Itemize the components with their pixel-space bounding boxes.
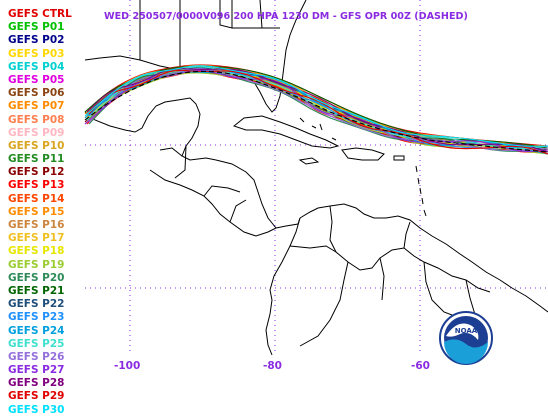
legend-item: GEFS P07 — [8, 100, 65, 113]
legend-item: GEFS CTRL — [8, 8, 72, 20]
lon-label-100w: -100 — [114, 360, 141, 372]
legend-item: GEFS P12 — [8, 166, 65, 179]
legend-item: GEFS P28 — [8, 377, 65, 390]
legend-item: GEFS P10 — [8, 139, 65, 152]
lon-label-80w: -80 — [263, 360, 282, 372]
track-line — [84, 65, 548, 147]
legend-item: GEFS P17 — [8, 232, 65, 245]
map-title: WED 250507/0000V096 200 HPA 1230 DM - GF… — [104, 11, 468, 22]
coastlines — [84, 0, 548, 356]
legend-item: GEFS P26 — [8, 350, 65, 363]
legend-item: GEFS P20 — [8, 271, 65, 284]
legend-item: GEFS P16 — [8, 219, 65, 231]
legend-item: GEFS P19 — [8, 258, 65, 271]
track-line — [86, 68, 548, 153]
legend-item: GEFS P23 — [8, 311, 65, 324]
legend-item: GEFS P25 — [8, 337, 65, 350]
legend-item: GEFS P01 — [8, 21, 65, 34]
legend-item: GEFS P14 — [8, 192, 65, 205]
track-line — [88, 69, 548, 153]
legend-item: GEFS P04 — [8, 60, 65, 73]
legend-item: GEFS P22 — [8, 298, 65, 311]
legend-item: GEFS P30 — [8, 403, 65, 416]
track-line — [86, 67, 548, 151]
legend-item: GEFS P09 — [8, 126, 65, 139]
legend-item: GEFS P03 — [8, 47, 65, 60]
legend-item: GEFS P05 — [8, 73, 65, 86]
lon-label-60w: -60 — [411, 360, 430, 372]
legend-item: GEFS P02 — [8, 34, 65, 47]
legend-item: GEFS P11 — [8, 153, 65, 166]
svg-text:NOAA: NOAA — [455, 327, 478, 335]
legend-item: GEFS P18 — [8, 245, 65, 258]
track-line-opr — [84, 70, 548, 153]
legend-item: GEFS P21 — [8, 284, 65, 297]
track-line — [86, 66, 548, 150]
track-line — [88, 69, 548, 155]
legend-item: GEFS P08 — [8, 113, 65, 126]
ensemble-tracks — [84, 64, 548, 155]
grid-lines — [85, 0, 548, 355]
member-legend: GEFS CTRL GEFS P01 GEFS P02 GEFS P03 GEFS P0… — [8, 8, 90, 417]
legend-item: GEFS P29 — [8, 390, 65, 403]
legend-item: GEFS P06 — [8, 87, 65, 100]
legend-item: GEFS P15 — [8, 205, 65, 218]
legend-item: GEFS P24 — [8, 324, 65, 337]
legend-item: GEFS P27 — [8, 364, 65, 377]
noaa-logo: NOAA — [439, 311, 493, 365]
legend-item: GEFS P13 — [8, 179, 65, 192]
